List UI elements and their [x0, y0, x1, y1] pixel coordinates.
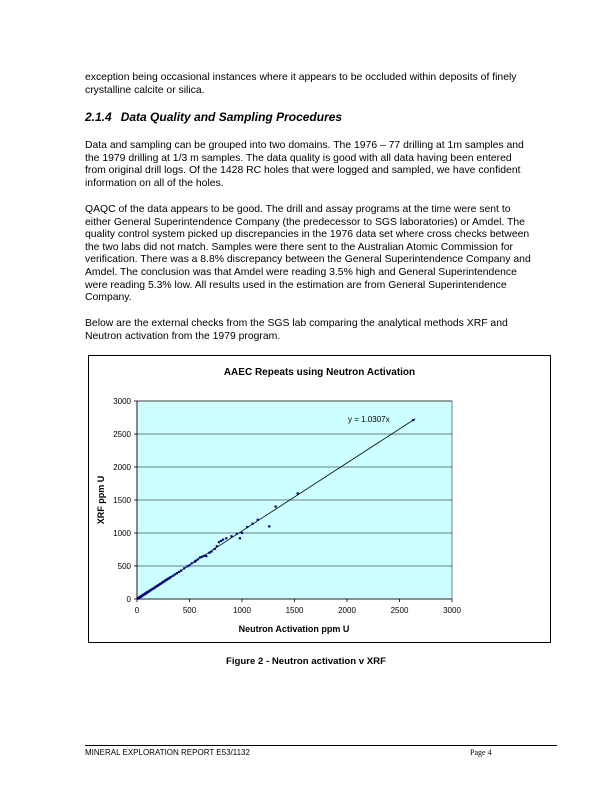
section-number: 2.1.4 — [85, 110, 112, 124]
intro-paragraph: exception being occasional instances whe… — [85, 72, 517, 96]
axes — [134, 400, 453, 602]
data-point — [180, 569, 183, 572]
grid-lines — [137, 400, 452, 567]
data-point — [268, 525, 271, 528]
footer-divider — [85, 745, 557, 746]
chart-container: AAEC Repeats using Neutron Activation 0 5… — [88, 355, 551, 643]
x-tick-label: 2000 — [338, 606, 356, 615]
data-point — [217, 541, 220, 544]
data-point — [188, 564, 191, 567]
data-point — [219, 539, 223, 543]
domains-paragraph: Data and sampling can be grouped into tw… — [85, 140, 524, 189]
tick-labels: 0 500 1000 1500 2000 2500 3000 0 500 1000 1500 2000… — [113, 397, 461, 615]
data-point — [194, 559, 197, 562]
x-tick-label: 1500 — [286, 606, 304, 615]
x-tick-label: 1000 — [233, 606, 251, 615]
data-point — [230, 535, 233, 538]
x-tick-label: 500 — [183, 606, 197, 615]
section-title: Data Quality and Sampling Procedures — [120, 110, 343, 124]
data-point — [208, 551, 211, 554]
external-checks-paragraph: Below are the external checks from the S… — [85, 318, 508, 342]
y-tick-label: 500 — [118, 562, 132, 571]
data-point — [173, 573, 176, 576]
y-tick-label: 1000 — [113, 529, 131, 538]
data-point — [225, 537, 228, 540]
data-point — [190, 562, 193, 565]
data-point — [201, 555, 204, 558]
data-point — [205, 555, 208, 558]
data-points — [136, 419, 415, 600]
data-point — [296, 492, 299, 495]
data-point — [240, 531, 244, 535]
y-tick-label: 1500 — [113, 496, 131, 505]
y-tick-label: 0 — [127, 595, 132, 604]
data-point — [412, 419, 415, 422]
data-point — [210, 550, 213, 553]
data-point — [235, 532, 238, 535]
qaqc-paragraph: QAQC of the data appears to be good. The… — [85, 204, 531, 304]
data-point — [222, 538, 225, 541]
data-point — [256, 518, 259, 521]
data-point — [215, 545, 218, 548]
y-axis-label: XRF ppm U — [96, 476, 106, 525]
chart-title: AAEC Repeats using Neutron Activation — [223, 367, 416, 378]
data-point — [171, 574, 174, 577]
data-point — [238, 537, 241, 540]
data-point — [203, 554, 206, 557]
footer-report-title: MINERAL EXPLORATION REPORT E53/1132 — [85, 748, 250, 757]
data-point — [198, 556, 202, 559]
y-tick-label: 2000 — [113, 463, 131, 472]
scatter-chart: 0 500 1000 1500 2000 2500 3000 0 500 1000 1500 2000… — [96, 397, 461, 634]
footer-page-number: Page 4 — [470, 748, 492, 757]
data-point — [175, 572, 178, 575]
data-point — [246, 525, 249, 529]
y-tick-label: 3000 — [113, 397, 131, 406]
data-point — [251, 522, 254, 525]
x-tick-label: 2500 — [391, 606, 409, 615]
y-tick-label: 2500 — [113, 430, 131, 439]
section-heading: 2.1.4 Data Quality and Sampling Procedure… — [85, 110, 342, 124]
data-point — [196, 558, 199, 561]
data-point — [274, 505, 277, 508]
x-axis-label: Neutron Activation ppm U — [239, 624, 350, 634]
data-point — [169, 576, 172, 579]
data-point — [183, 567, 186, 570]
trendline-label: y = 1.0307x — [348, 415, 390, 424]
data-point — [186, 565, 189, 568]
x-tick-label: 3000 — [443, 606, 461, 615]
data-point — [213, 547, 216, 550]
figure-caption: Figure 2 - Neutron activation v XRF — [226, 656, 386, 667]
x-tick-label: 0 — [135, 606, 140, 615]
data-point — [177, 570, 181, 574]
